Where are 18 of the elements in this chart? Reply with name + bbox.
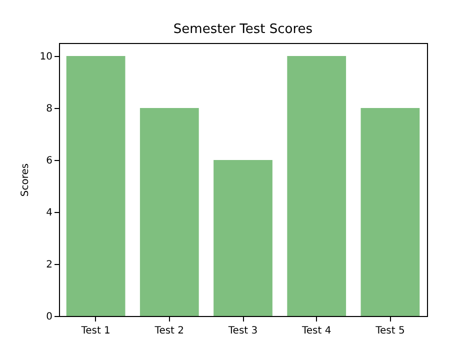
y-tick-label: 2: [46, 260, 52, 270]
y-tick-label: 10: [40, 52, 52, 62]
x-tick-label: Test 3: [227, 326, 258, 336]
y-axis-title: Scores: [20, 163, 31, 197]
y-tick-label: 8: [46, 104, 52, 114]
x-tick-label: Test 1: [80, 326, 110, 336]
x-tick-label: Test 5: [374, 326, 405, 336]
bar: [360, 108, 420, 316]
bar: [214, 160, 272, 316]
bar: [287, 56, 346, 316]
bar: [66, 56, 126, 316]
y-tick-label: 4: [46, 208, 52, 218]
x-tick-label: Test 4: [300, 326, 332, 336]
x-tick-label: Test 2: [154, 326, 184, 336]
chart-title: Semester Test Scores: [173, 22, 313, 37]
y-tick-label: 0: [46, 312, 52, 322]
y-tick-label: 6: [46, 156, 52, 166]
bar: [140, 108, 199, 316]
